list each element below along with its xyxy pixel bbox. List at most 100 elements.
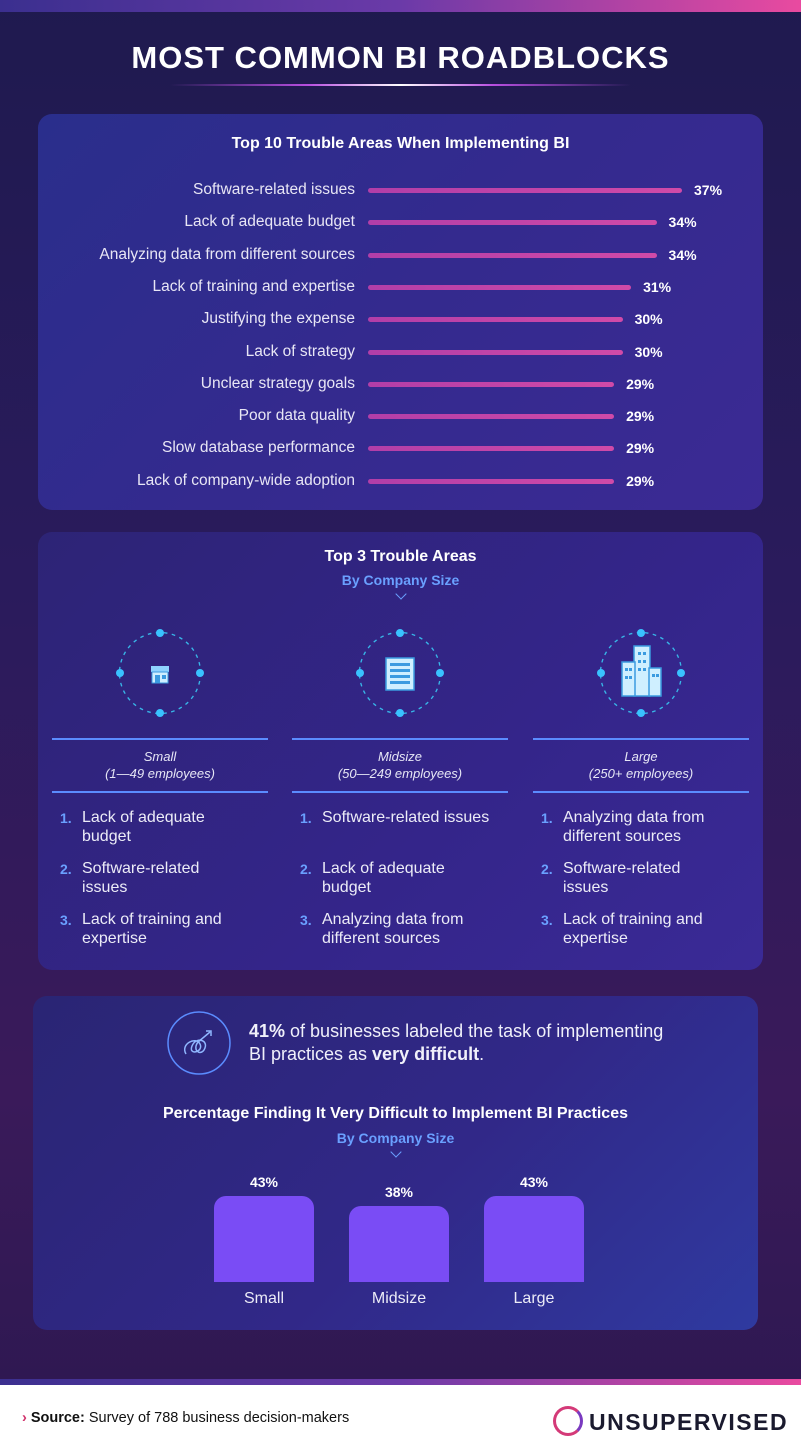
item-text: Lack of adequate <box>322 860 445 877</box>
chevron-right-icon: › <box>22 1410 27 1426</box>
bar <box>368 317 623 323</box>
item-text: budget <box>322 879 371 896</box>
item-text: Software-related <box>82 860 200 877</box>
size-range: (250+ employees) <box>588 766 694 781</box>
office-building-icon <box>355 628 445 718</box>
size-label: Large <box>624 749 658 764</box>
bar-category-label: Small <box>243 1290 284 1307</box>
bar-value-label: 38% <box>384 1184 414 1200</box>
item-text: Analyzing data from <box>322 911 464 928</box>
divider <box>52 738 268 740</box>
bar-value-label: 43% <box>249 1174 279 1190</box>
vbar-subtitle: By Company Size <box>336 1130 455 1146</box>
bar-label: Lack of adequate budget <box>184 213 355 231</box>
bar-label: Slow database performance <box>161 439 355 457</box>
bar-row: Slow database performance 29% <box>38 437 763 461</box>
top10-title: Top 10 Trouble Areas When Implementing B… <box>231 135 570 152</box>
bar-value-label: 31% <box>643 278 672 295</box>
item-text: expertise <box>563 930 628 947</box>
bar-row: Lack of adequate budget 34% <box>38 211 763 235</box>
bar <box>214 1196 314 1282</box>
item-text: budget <box>82 828 131 845</box>
bar-label: Software-related issues <box>193 181 355 198</box>
skyscraper-icon <box>596 628 686 718</box>
bar <box>368 220 657 226</box>
size-range: (50—249 employees) <box>337 766 463 781</box>
size-range: (1—49 employees) <box>105 766 215 781</box>
footer: › Source: Survey of 788 business decision… <box>0 1385 801 1456</box>
item-text: issues <box>82 879 128 896</box>
bar-value-label: 29% <box>626 472 655 489</box>
bar <box>368 446 615 452</box>
top3-card: Top 3 Trouble Areas By Company Size Smal… <box>38 532 763 970</box>
bar-label: Analyzing data from different sources <box>99 245 355 263</box>
chevron-down-icon <box>389 1146 402 1158</box>
item-number: 3. <box>60 912 72 928</box>
item-text: Lack of training and <box>563 911 703 928</box>
bar-category-label: Midsize <box>371 1290 427 1307</box>
divider <box>292 791 508 793</box>
top-gradient-bar <box>0 0 801 12</box>
bar-row: Analyzing data from different sources 34% <box>38 244 763 268</box>
bar-row: Unclear strategy goals 29% <box>38 373 763 397</box>
tangled-arrow-icon <box>166 1010 232 1076</box>
bar-label: Poor data quality <box>238 407 355 425</box>
top3-subtitle: By Company Size <box>341 572 460 588</box>
difficulty-card: 41% of businesses labeled the task of im… <box>33 996 758 1330</box>
column-large: Large (250+ employees) 1. Analyzing data… <box>533 532 749 970</box>
column-midsize: Midsize (50—249 employees) 1. Software-r… <box>292 532 508 970</box>
source-note: › Source: Survey of 788 business decision… <box>22 1410 349 1426</box>
storefront-icon <box>115 628 205 718</box>
bar-value-label: 43% <box>519 1174 549 1190</box>
bar <box>368 414 615 420</box>
item-text: Lack of training and <box>82 911 222 928</box>
item-text: issues <box>563 879 609 896</box>
source-label: Source: <box>30 1410 85 1426</box>
bar-value-label: 34% <box>668 246 697 263</box>
item-number: 1. <box>541 810 553 826</box>
divider <box>292 738 508 740</box>
bar <box>368 349 623 355</box>
item-text: Software-related <box>563 860 681 877</box>
statement-emphasis: very difficult <box>372 1044 480 1064</box>
item-number: 2. <box>60 861 72 877</box>
top3-title: Top 3 Trouble Areas <box>324 548 477 565</box>
bar <box>349 1206 449 1282</box>
bar-row: Lack of strategy 30% <box>38 341 763 365</box>
bar <box>368 252 657 258</box>
bar-label: Justifying the expense <box>201 310 355 328</box>
bar-label: Lack of company-wide adoption <box>137 471 355 489</box>
bar-value-label: 37% <box>694 182 723 198</box>
statement-end: . <box>479 1044 485 1064</box>
bar <box>368 381 615 387</box>
item-text: Analyzing data from <box>563 809 705 826</box>
source-text: Survey of 788 business decision-makers <box>84 1410 350 1426</box>
bar-row: Software-related issues 37% <box>38 179 763 203</box>
size-label: Small <box>143 749 177 764</box>
bar-value-label: 30% <box>634 311 663 328</box>
item-number: 3. <box>300 912 312 928</box>
item-text: Software-related issues <box>322 809 490 826</box>
column-small: Small (1—49 employees) 1. Lack of adequa… <box>52 532 268 970</box>
bar-value-label: 29% <box>626 375 655 392</box>
bar <box>484 1196 584 1282</box>
item-number: 2. <box>541 861 553 877</box>
statement-percent: 41% <box>249 1021 286 1041</box>
logo-text: UNSUPERVISED <box>589 1409 789 1435</box>
item-text: different sources <box>563 828 681 845</box>
item-number: 3. <box>541 912 553 928</box>
item-text: expertise <box>82 930 147 947</box>
bar-label: Lack of strategy <box>245 342 355 360</box>
item-number: 1. <box>300 810 312 826</box>
bar <box>368 478 615 484</box>
divider <box>533 791 749 793</box>
bar-value-label: 29% <box>626 408 655 425</box>
footer-gradient-bar <box>0 1379 801 1385</box>
item-text: different sources <box>322 930 440 947</box>
item-text: Lack of adequate <box>82 809 205 826</box>
top10-card: Top 10 Trouble Areas When Implementing B… <box>38 114 763 510</box>
bar-row: Lack of training and expertise 31% <box>38 276 763 300</box>
bar-value-label: 29% <box>626 440 655 457</box>
bar-row: Poor data quality 29% <box>38 405 763 429</box>
statement-text: 41% of businesses labeled the task of im… <box>249 1020 669 1066</box>
